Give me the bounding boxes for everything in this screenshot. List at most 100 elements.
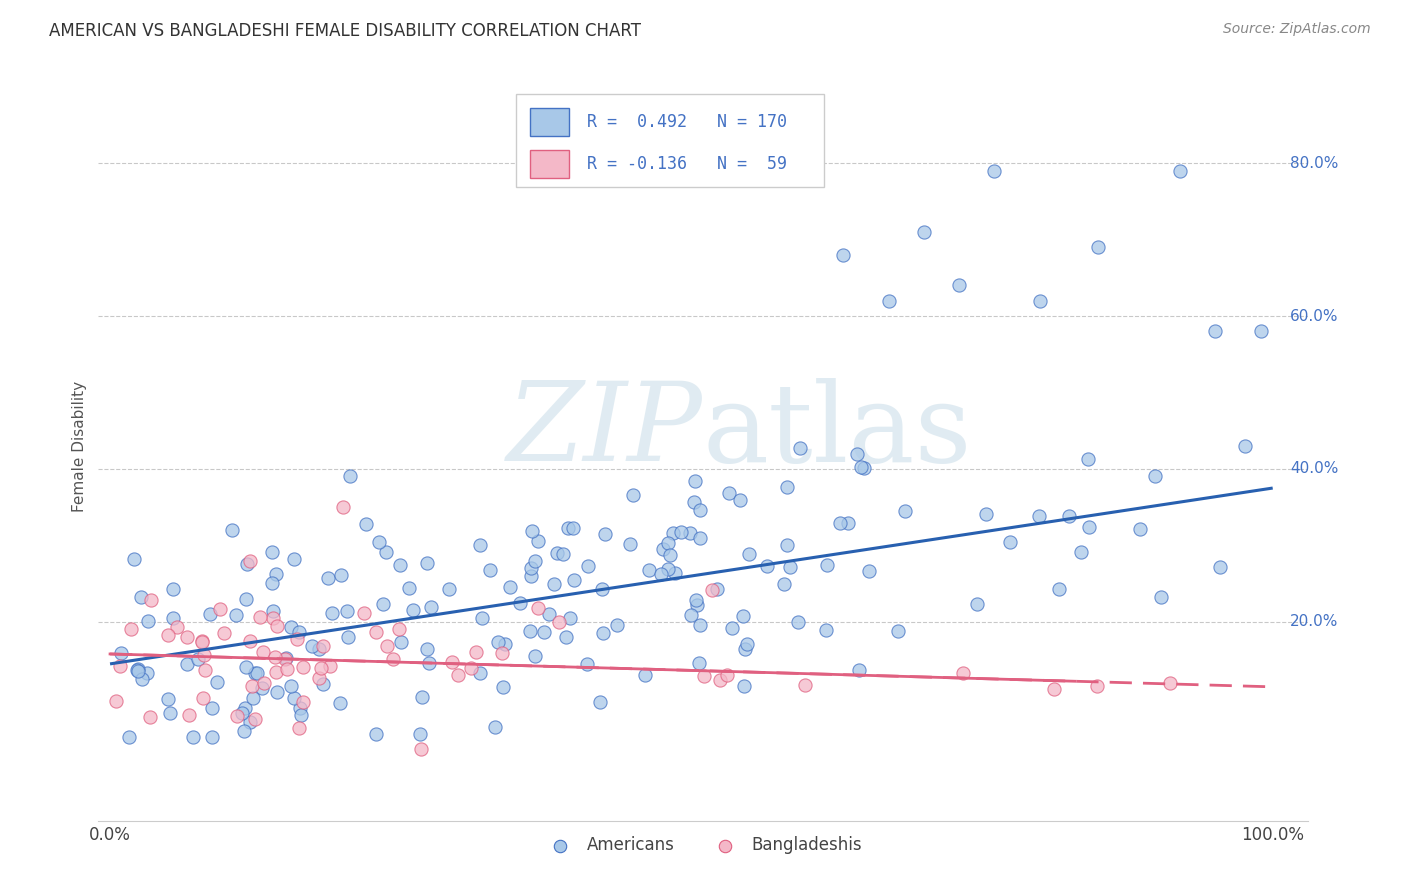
Point [683,495,706,509]
Point [288,701,311,715]
Point [368,534,391,549]
Point [308,671,330,685]
Point [787,615,810,629]
Point [662,526,685,541]
Point [262,545,284,559]
Point [236,557,259,571]
Point [877,293,900,308]
Point [484,720,506,734]
Point [402,603,425,617]
Point [619,537,641,551]
Point [233,723,256,738]
Point [912,225,935,239]
Point [520,524,543,538]
Point [966,597,988,611]
Point [983,163,1005,178]
Point [479,563,502,577]
Point [131,672,153,686]
Point [411,690,433,705]
Point [274,651,297,665]
Point [262,611,284,625]
Point [280,679,302,693]
Point [156,692,179,706]
Point [1057,509,1080,524]
Point [1077,452,1099,467]
Point [681,607,703,622]
Point [1043,681,1066,696]
Point [734,642,756,657]
Point [309,661,332,675]
Point [1250,324,1272,338]
Point [738,547,761,561]
Point [319,659,342,673]
Point [533,624,555,639]
Point [110,659,132,673]
Point [252,681,274,695]
Point [776,538,799,552]
Point [288,721,311,735]
Point [576,657,599,671]
Point [974,507,997,521]
Point [239,634,262,648]
Text: 40.0%: 40.0% [1291,461,1339,476]
Point [162,582,184,596]
Point [332,500,354,515]
Point [179,707,201,722]
FancyBboxPatch shape [516,94,824,187]
Y-axis label: Female Disability: Female Disability [72,380,87,512]
Point [388,558,411,572]
Point [728,492,751,507]
Point [194,663,217,677]
Point [374,544,396,558]
Point [557,521,579,535]
Point [159,706,181,720]
Point [527,601,550,615]
Point [139,710,162,724]
Point [371,597,394,611]
Point [231,706,253,721]
Point [110,647,132,661]
Point [266,619,288,633]
Text: 60.0%: 60.0% [1291,309,1339,324]
Point [243,712,266,726]
Point [416,556,439,570]
Point [280,620,302,634]
Point [669,525,692,540]
Point [702,583,724,598]
Point [301,639,323,653]
Point [538,607,561,622]
Point [253,676,276,690]
Point [638,563,661,577]
Point [176,630,198,644]
Point [837,516,859,530]
Point [141,592,163,607]
Point [200,607,222,621]
Point [706,582,728,596]
Point [235,591,257,606]
Point [312,639,335,653]
Point [1129,522,1152,536]
Point [1047,582,1070,597]
Text: AMERICAN VS BANGLADESHI FEMALE DISABILITY CORRELATION CHART: AMERICAN VS BANGLADESHI FEMALE DISABILIT… [49,22,641,40]
Point [465,645,488,659]
Point [321,607,343,621]
Point [718,486,741,500]
Point [606,618,628,632]
Point [998,535,1021,549]
Point [420,599,443,614]
Point [283,552,305,566]
Point [129,590,152,604]
Point [162,610,184,624]
Point [308,641,330,656]
Point [1233,439,1256,453]
Point [553,547,575,561]
Point [221,523,243,537]
Point [471,611,494,625]
Point [437,582,460,596]
Point [952,665,974,680]
Point [382,652,405,666]
Point [339,468,361,483]
Point [225,608,247,623]
Point [828,516,851,531]
Point [353,607,375,621]
